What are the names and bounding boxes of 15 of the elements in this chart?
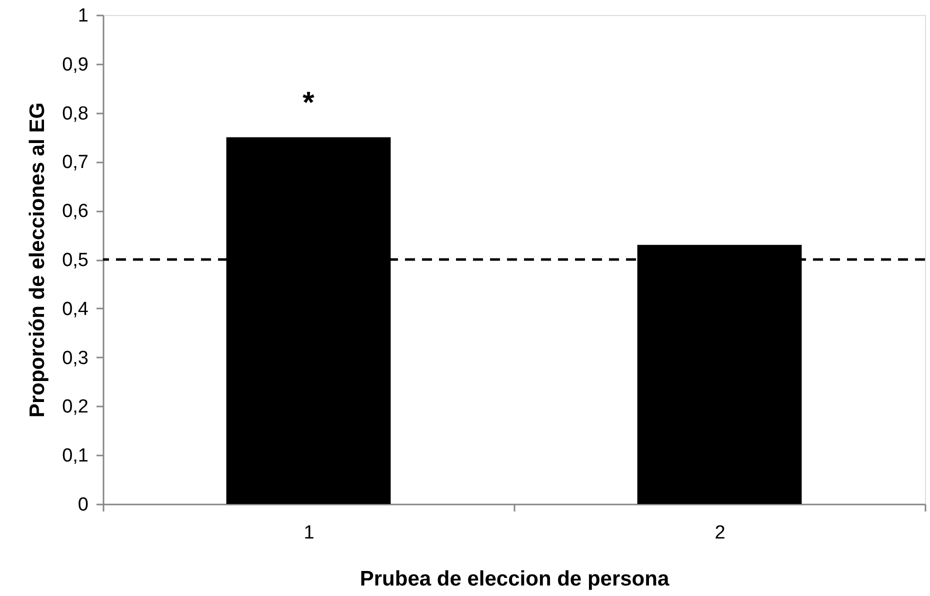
- y-tick-label: 0,3: [62, 348, 88, 369]
- y-tick-label: 0,4: [62, 298, 89, 320]
- y-tick-label: 0,6: [62, 201, 88, 222]
- y-tick-label: 1: [78, 6, 88, 26]
- y-tick-label: 0,7: [62, 152, 88, 174]
- y-tick-label: 0,1: [62, 446, 88, 467]
- y-tick-label: 0,5: [62, 250, 88, 271]
- x-tick-label: 2: [714, 522, 726, 544]
- y-axis-title: Proporción de elecciones al EG: [26, 102, 50, 418]
- y-tick-label: 0,9: [62, 54, 88, 76]
- annotation: *: [302, 86, 315, 120]
- x-axis-title: Prubea de eleccion de persona: [360, 568, 670, 590]
- y-tick-label: 0,2: [62, 396, 88, 418]
- y-tick-label: 0: [78, 494, 88, 516]
- y-tick-label: 0,8: [62, 103, 88, 124]
